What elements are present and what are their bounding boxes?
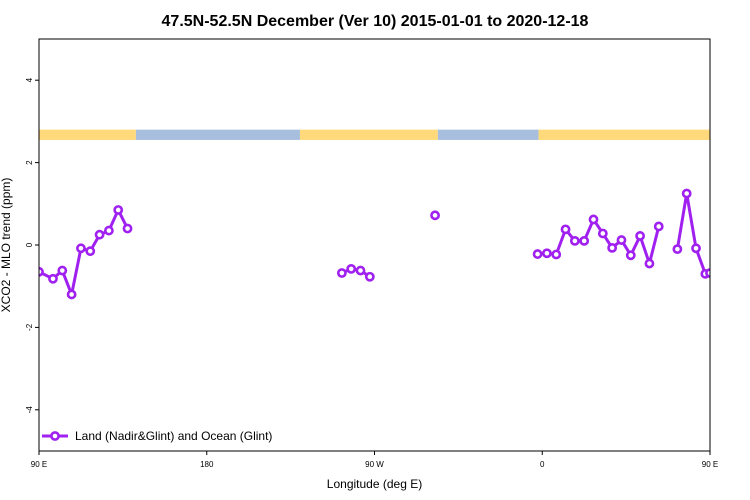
data-point <box>364 271 375 282</box>
land-ocean-band <box>39 129 710 140</box>
y-tick-label: 0 <box>25 242 34 247</box>
data-point <box>681 188 692 199</box>
y-tick-label: 4 <box>25 77 34 82</box>
data-point <box>730 267 737 274</box>
data-point <box>57 265 68 276</box>
x-tick-label: 90 E <box>31 460 47 469</box>
series-layer <box>39 188 746 300</box>
x-axis-label: Longitude (deg E) <box>327 477 422 491</box>
data-point <box>588 214 599 225</box>
x-tick-label: 0 <box>540 460 545 469</box>
data-point <box>653 221 664 232</box>
data-point <box>113 205 124 215</box>
x-tick-label: 90 W <box>365 460 384 469</box>
legend-label: Land (Nadir&Glint) and Ocean (Glint) <box>75 429 272 443</box>
series-0 <box>39 188 746 300</box>
chart-title: 47.5N-52.5N December (Ver 10) 2015-01-01… <box>162 13 589 30</box>
series-line <box>675 192 710 276</box>
data-point <box>672 244 683 255</box>
y-axis-label: XCO2 - MLO trend (ppm) <box>0 178 13 313</box>
data-point <box>346 263 357 274</box>
data-point <box>85 246 96 257</box>
band-segment-ocean <box>135 129 300 140</box>
data-point <box>66 289 77 300</box>
axes: 90 E 180 90 W 0 90 E 4 2 0 -2 -4 <box>25 77 718 469</box>
data-point <box>336 268 347 278</box>
y-tick-label: -2 <box>25 323 34 331</box>
data-point <box>542 248 552 259</box>
x-tick-label: 180 <box>200 460 214 469</box>
data-point <box>430 210 440 221</box>
data-point <box>607 242 618 253</box>
data-point <box>355 265 366 276</box>
data-point <box>560 224 571 235</box>
data-point <box>625 250 636 261</box>
band-segment-land <box>299 129 438 140</box>
data-point <box>103 225 114 236</box>
band-segment-land <box>538 129 710 140</box>
data-point <box>569 235 580 246</box>
data-point <box>76 243 86 254</box>
data-point <box>616 235 627 245</box>
data-point <box>705 268 710 278</box>
legend: Land (Nadir&Glint) and Ocean (Glint) <box>42 429 272 443</box>
data-point <box>579 235 590 246</box>
data-point <box>532 249 543 259</box>
data-point <box>48 273 58 284</box>
data-point <box>551 249 562 260</box>
y-tick-label: -4 <box>25 406 34 414</box>
legend-marker-swatch <box>50 431 60 441</box>
data-point <box>635 231 646 241</box>
data-point <box>94 229 105 240</box>
x-tick-label: 90 E <box>702 460 718 469</box>
band-segment-ocean <box>437 129 539 140</box>
data-point <box>122 223 133 234</box>
band-segment-land <box>39 129 136 140</box>
data-point <box>720 275 727 282</box>
data-point <box>691 243 701 254</box>
data-point <box>739 291 746 298</box>
data-point <box>597 228 608 239</box>
y-tick-label: 2 <box>25 160 34 165</box>
data-point <box>644 258 655 269</box>
